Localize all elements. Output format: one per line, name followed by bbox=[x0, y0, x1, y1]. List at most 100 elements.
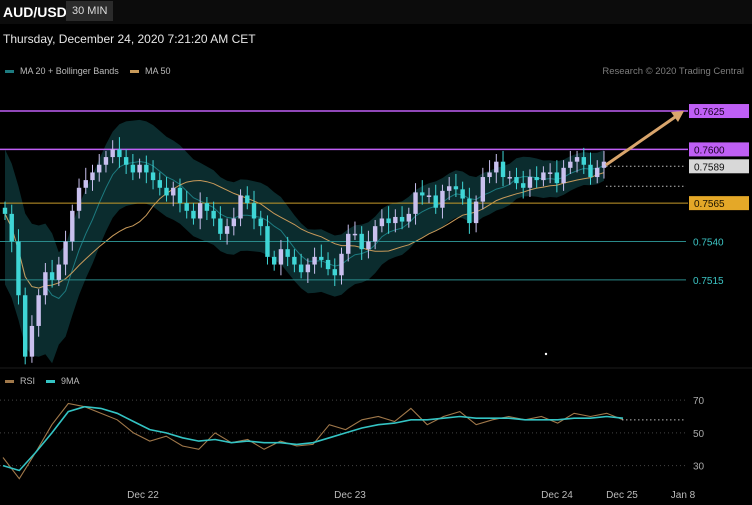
pivot-label: 0.7565 bbox=[694, 199, 725, 210]
candle bbox=[144, 164, 149, 173]
candle bbox=[507, 177, 512, 179]
legend-rsi-label: RSI bbox=[20, 376, 36, 386]
candle bbox=[70, 210, 75, 242]
candle bbox=[285, 249, 290, 257]
candle bbox=[352, 233, 358, 236]
candle bbox=[588, 164, 593, 178]
candle bbox=[83, 180, 88, 188]
candle bbox=[258, 218, 263, 227]
legend-bollinger-label: MA 20 + Bollinger Bands bbox=[20, 66, 119, 76]
candle bbox=[534, 177, 539, 181]
candle bbox=[278, 249, 284, 265]
symbol-label: AUD/USD bbox=[3, 4, 67, 20]
candle bbox=[164, 187, 169, 196]
candle bbox=[197, 203, 203, 219]
candle bbox=[238, 195, 243, 219]
candle bbox=[272, 256, 277, 265]
ma50-swatch bbox=[130, 69, 139, 73]
legend-bollinger: MA 20 + Bollinger Bands bbox=[5, 66, 119, 76]
candle bbox=[325, 259, 331, 270]
candle bbox=[298, 264, 304, 273]
timeframe-button[interactable]: 30 MIN bbox=[66, 1, 114, 21]
candle bbox=[527, 177, 533, 188]
candle bbox=[36, 295, 41, 326]
candle bbox=[514, 177, 519, 184]
legend-rsi: RSI bbox=[5, 376, 35, 386]
candle bbox=[372, 226, 378, 242]
candle bbox=[29, 325, 35, 357]
candle bbox=[292, 256, 297, 265]
candle bbox=[103, 157, 109, 165]
candle bbox=[224, 226, 230, 234]
candle bbox=[231, 218, 237, 227]
candle bbox=[393, 216, 398, 224]
candle bbox=[399, 216, 405, 222]
date-tick-label: Dec 25 bbox=[606, 490, 638, 501]
candle bbox=[150, 172, 156, 181]
candle bbox=[467, 198, 472, 224]
candle bbox=[568, 161, 573, 168]
support-label: 0.7515 bbox=[693, 276, 724, 287]
last-price-tag bbox=[689, 159, 749, 174]
candle bbox=[251, 203, 257, 219]
projection-arrow bbox=[605, 113, 680, 166]
candle bbox=[204, 203, 210, 211]
rsi-tick-label: 30 bbox=[693, 462, 705, 473]
rsi-ma9-line bbox=[2, 405, 624, 472]
projection-arrowhead bbox=[671, 111, 684, 123]
candle bbox=[184, 203, 189, 211]
ma20-line bbox=[4, 160, 605, 300]
marker-dot bbox=[544, 352, 548, 356]
candle bbox=[177, 187, 183, 204]
rsi-tick-label: 70 bbox=[693, 396, 705, 407]
bollinger-swatch bbox=[5, 69, 14, 73]
candle bbox=[386, 218, 391, 224]
resistance-tag bbox=[689, 104, 749, 119]
resistance-tag bbox=[689, 142, 749, 157]
legend-ma50: MA 50 bbox=[130, 66, 171, 76]
candle bbox=[56, 264, 62, 280]
candle bbox=[440, 190, 445, 208]
candle bbox=[433, 195, 438, 208]
date-tick-label: Jan 8 bbox=[671, 490, 696, 501]
candle bbox=[379, 218, 385, 227]
candle bbox=[319, 256, 324, 260]
candle bbox=[211, 210, 216, 219]
candle bbox=[595, 167, 600, 178]
candle bbox=[446, 186, 452, 191]
candle bbox=[43, 272, 48, 296]
candle bbox=[117, 149, 122, 158]
legend-9ma-label: 9MA bbox=[61, 376, 80, 386]
last-price-label: 0.7589 bbox=[694, 162, 725, 173]
candle bbox=[191, 210, 196, 219]
candle bbox=[22, 295, 28, 357]
candle bbox=[265, 226, 270, 257]
candle bbox=[406, 213, 411, 222]
chart-header: AUD/USD 30 MIN bbox=[0, 0, 752, 24]
candle bbox=[130, 164, 136, 173]
rsi-tick-label: 50 bbox=[693, 429, 705, 440]
candle bbox=[601, 161, 607, 168]
candle bbox=[561, 167, 566, 184]
support-label: 0.7540 bbox=[693, 238, 724, 249]
rsi-line bbox=[2, 402, 624, 480]
candle bbox=[9, 213, 14, 242]
ma9-swatch bbox=[46, 379, 55, 383]
resistance-label: 0.7600 bbox=[694, 145, 725, 156]
rsi-swatch bbox=[5, 379, 14, 383]
candle bbox=[426, 195, 432, 197]
candle bbox=[487, 172, 492, 178]
candle bbox=[413, 192, 418, 214]
candle bbox=[547, 172, 553, 174]
ma50-line bbox=[4, 172, 605, 289]
candle bbox=[359, 233, 364, 250]
research-credit: Research © 2020 Trading Central bbox=[602, 66, 744, 77]
candle bbox=[157, 180, 162, 188]
candle bbox=[581, 157, 586, 165]
pivot-tag bbox=[689, 196, 749, 211]
candle bbox=[245, 195, 250, 204]
candle bbox=[574, 157, 580, 162]
candle bbox=[541, 172, 546, 181]
date-tick-label: Dec 23 bbox=[334, 490, 366, 501]
datetime-label: Thursday, December 24, 2020 7:21:20 AM C… bbox=[3, 32, 256, 46]
